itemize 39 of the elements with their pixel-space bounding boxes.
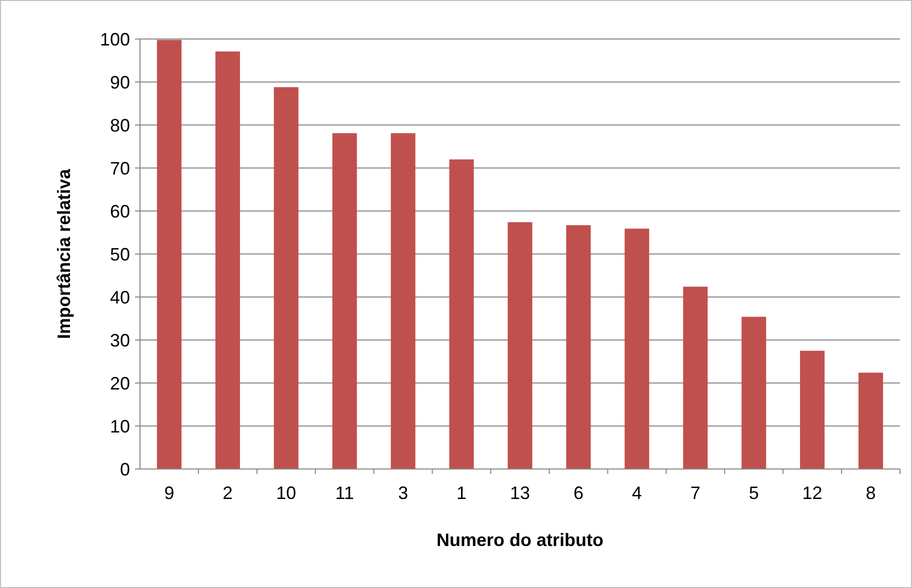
x-tick-label: 12: [802, 483, 822, 503]
y-tick-label: 90: [110, 72, 130, 92]
bar: [742, 316, 766, 469]
bar: [449, 159, 474, 469]
x-tick-label: 4: [632, 483, 642, 503]
bar: [566, 225, 591, 469]
x-tick-label: 13: [510, 483, 530, 503]
y-tick-label: 30: [110, 330, 130, 350]
x-axis-title: Numero do atributo: [436, 530, 604, 550]
y-tick-label: 60: [110, 201, 130, 222]
y-tick-label: 20: [110, 373, 130, 394]
bar: [274, 87, 298, 469]
y-axis-title: Importância relativa: [54, 168, 74, 340]
bar: [508, 222, 532, 469]
x-tick-label: 2: [222, 483, 233, 503]
bar: [390, 133, 416, 469]
y-tick-label: 10: [110, 416, 130, 436]
x-tick-label: 11: [335, 483, 354, 503]
bar: [800, 350, 825, 469]
x-tick-label: 10: [276, 483, 296, 503]
x-tick-label: 7: [690, 483, 700, 503]
x-tick-label: 1: [456, 483, 467, 503]
y-tick-label: 100: [100, 29, 130, 50]
y-tick-label: 80: [110, 115, 130, 136]
y-tick-label: 50: [110, 244, 130, 264]
y-tick-label: 70: [110, 158, 130, 178]
bar: [683, 286, 708, 469]
bar: [156, 40, 182, 469]
bar: [624, 228, 650, 469]
y-tick-label: 40: [110, 287, 130, 308]
bar: [858, 372, 884, 469]
bar: [215, 51, 240, 469]
bar: [332, 133, 357, 469]
x-tick-label: 3: [398, 483, 408, 503]
x-tick-label: 8: [866, 483, 876, 503]
y-tick-label: 0: [120, 459, 130, 480]
x-tick-label: 9: [164, 483, 174, 503]
x-tick-label: 6: [573, 483, 584, 503]
x-tick-label: 5: [748, 483, 759, 503]
